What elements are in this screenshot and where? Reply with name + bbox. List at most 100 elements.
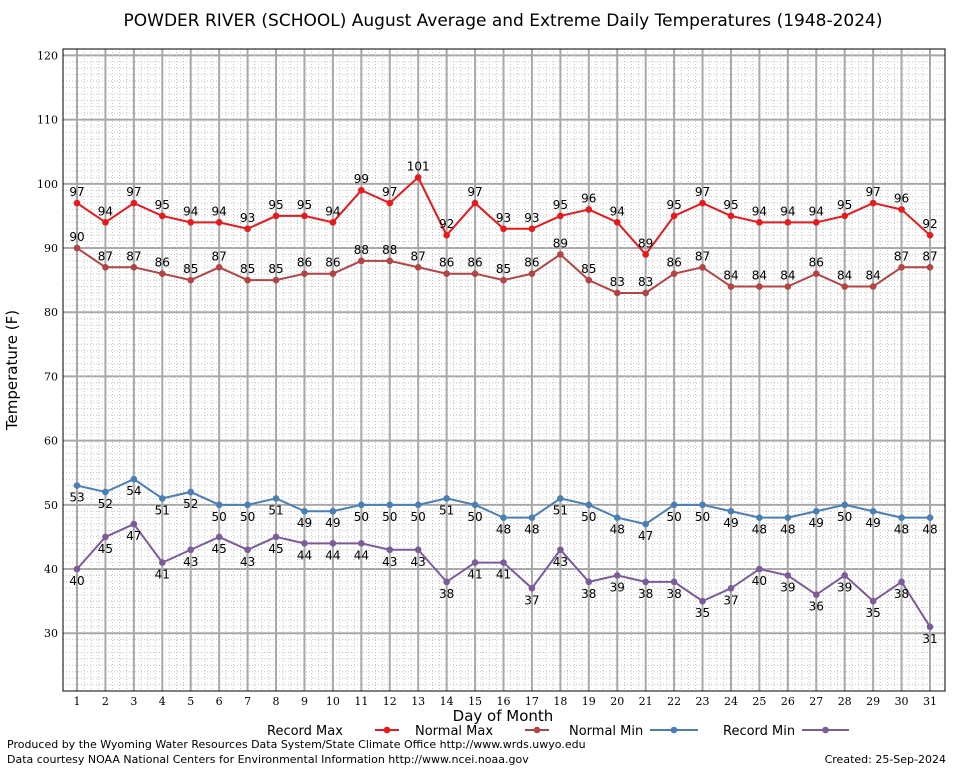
data-label: 86 (666, 256, 681, 270)
data-label: 45 (212, 542, 227, 556)
data-label: 49 (809, 516, 824, 530)
data-label: 45 (98, 542, 113, 556)
data-point (386, 257, 394, 265)
data-label: 39 (610, 580, 625, 594)
data-point (73, 482, 81, 489)
data-label: 85 (496, 262, 511, 276)
y-tick-label: 90 (44, 242, 58, 255)
y-tick-label: 50 (44, 499, 58, 512)
data-label: 50 (467, 510, 482, 524)
data-label: 94 (809, 204, 824, 218)
data-point (414, 174, 422, 181)
data-point (73, 244, 81, 252)
x-tick-label: 15 (468, 695, 482, 708)
data-label: 94 (752, 204, 767, 218)
data-label: 85 (581, 262, 596, 276)
data-label: 85 (240, 262, 255, 276)
x-tick-label: 28 (838, 695, 852, 708)
x-tick-label: 19 (582, 695, 596, 708)
data-point (272, 212, 280, 220)
series-normal-min: 53 52 54 51 52 50 50 51 49 49 50 50 50 51 50 48 48 51 50 48… (69, 475, 938, 543)
data-label: 97 (695, 185, 710, 199)
x-tick-labels: 1 2 3 4 5 6 7 8 9 10 11 12 13 14 15 16 17 18 19 20 21 22 23 24 2… (74, 695, 938, 708)
data-point (784, 572, 792, 579)
data-point (414, 263, 422, 271)
data-point (215, 263, 223, 271)
data-label: 84 (780, 269, 795, 283)
data-label: 87 (126, 249, 141, 263)
data-point (585, 206, 593, 213)
data-point (670, 501, 678, 509)
x-tick-label: 3 (130, 695, 137, 708)
data-label: 41 (155, 568, 170, 582)
data-label: 50 (837, 510, 852, 524)
y-tick-label: 110 (37, 114, 58, 127)
data-point (358, 501, 365, 509)
data-label: 38 (638, 587, 653, 601)
x-tick-label: 13 (411, 695, 425, 708)
legend-marker (533, 726, 541, 734)
data-point (841, 212, 848, 220)
data-point (699, 597, 706, 605)
data-label: 51 (155, 503, 170, 517)
data-point (471, 270, 479, 278)
data-point (301, 212, 308, 220)
x-tick-label: 22 (667, 695, 681, 708)
data-point (102, 219, 109, 226)
x-tick-label: 27 (809, 695, 823, 708)
data-label: 99 (354, 172, 369, 186)
x-tick-label: 4 (159, 695, 166, 708)
data-label: 86 (524, 256, 539, 270)
data-label: 92 (922, 217, 937, 231)
data-label: 48 (524, 523, 539, 537)
data-label: 49 (723, 516, 738, 530)
legend-item: Normal Max (415, 724, 549, 739)
data-point (244, 276, 251, 284)
data-label: 49 (865, 516, 880, 530)
data-label: 54 (126, 484, 141, 498)
data-label: 50 (666, 510, 681, 524)
data-label: 37 (723, 593, 738, 607)
data-point (102, 263, 109, 271)
data-label: 43 (382, 555, 397, 569)
data-point (784, 514, 792, 521)
data-label: 43 (553, 555, 568, 569)
data-point (898, 263, 905, 271)
data-point (613, 572, 621, 579)
legend-label: Record Min (723, 724, 795, 739)
data-label: 97 (382, 185, 397, 199)
data-point (613, 219, 621, 226)
data-point (557, 495, 564, 502)
legend-item: Normal Min (569, 724, 698, 739)
data-point (926, 263, 934, 271)
data-point (272, 276, 280, 284)
data-label: 87 (411, 249, 426, 263)
data-point (756, 283, 763, 290)
data-point (869, 597, 877, 605)
data-point (528, 225, 536, 233)
legend-item: Record Min (723, 724, 849, 739)
data-point (443, 270, 450, 278)
x-tick-label: 6 (216, 695, 223, 708)
chart-title: POWDER RIVER (SCHOOL) August Average and… (124, 11, 883, 31)
data-label: 96 (894, 192, 909, 206)
data-label: 95 (837, 198, 852, 212)
data-label: 49 (325, 516, 340, 530)
x-tick-label: 11 (354, 695, 368, 708)
data-point (386, 199, 394, 207)
data-point (159, 270, 166, 278)
data-label: 45 (268, 542, 283, 556)
data-point (471, 501, 479, 509)
data-point (471, 559, 479, 566)
data-label: 50 (411, 510, 426, 524)
data-point (500, 276, 507, 284)
y-tick-label: 40 (44, 563, 58, 576)
data-label: 41 (496, 568, 511, 582)
data-point (130, 520, 138, 528)
data-point (756, 219, 763, 226)
data-label: 38 (439, 587, 454, 601)
data-point (301, 540, 308, 547)
data-point (443, 578, 450, 586)
data-point (414, 546, 422, 554)
data-label: 50 (212, 510, 227, 524)
